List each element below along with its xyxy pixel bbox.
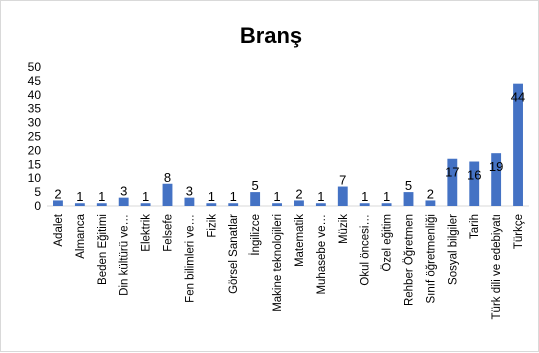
data-label: 7 — [339, 173, 346, 188]
y-tick-label: 5 — [34, 185, 41, 199]
x-tick-label: Fizik — [206, 214, 218, 238]
x-tick-label: Sınıf öğretmenliği — [425, 214, 437, 304]
data-label: 44 — [511, 90, 525, 105]
data-label: 19 — [489, 159, 503, 174]
x-tick-label: Müzik — [338, 214, 350, 244]
y-tick-label: 10 — [28, 171, 42, 185]
bar — [250, 192, 261, 206]
x-tick-label: Adalet — [53, 213, 65, 246]
data-label: 8 — [164, 170, 171, 185]
bar — [140, 203, 151, 206]
bar — [272, 203, 282, 206]
bar — [184, 197, 195, 206]
bar — [513, 83, 523, 206]
x-tick-label: Muhasebe ve… — [316, 214, 328, 295]
y-tick-label: 0 — [34, 199, 41, 213]
x-tick-label: Makine teknolojileri — [272, 214, 284, 312]
data-label: 3 — [186, 184, 193, 199]
bars-group — [53, 83, 523, 206]
x-tick-label: Matematik — [294, 214, 306, 267]
y-tick-label: 25 — [28, 130, 42, 144]
data-label: 1 — [317, 189, 324, 204]
bar — [425, 200, 436, 206]
bar — [162, 183, 173, 206]
bar — [118, 197, 129, 206]
y-tick-label: 45 — [28, 74, 42, 88]
bar — [228, 203, 239, 206]
x-tick-label: Görsel Sanatlar — [228, 214, 240, 294]
x-tick-label: Felsefe — [163, 214, 175, 252]
bar — [315, 203, 326, 206]
x-tick-label: Rehber Öğretmen — [404, 214, 416, 306]
data-label: 2 — [427, 186, 434, 201]
data-label: 2 — [295, 186, 302, 201]
y-tick-label: 35 — [28, 102, 42, 116]
bar — [491, 153, 502, 206]
x-tick-label: Fen bilimleri ve… — [184, 214, 196, 303]
data-label: 2 — [54, 186, 61, 201]
bar — [381, 203, 392, 206]
x-tick-label: İngilizce — [249, 214, 262, 256]
data-label: 17 — [445, 165, 459, 180]
bar — [403, 192, 414, 206]
data-label: 1 — [98, 189, 105, 204]
data-label: 1 — [76, 189, 83, 204]
data-label: 1 — [361, 189, 368, 204]
y-tick-label: 50 — [28, 60, 42, 74]
y-tick-label: 30 — [28, 116, 42, 130]
x-tick-label: Beden Eğitimi — [97, 214, 109, 285]
bar — [337, 186, 348, 206]
y-tick-label: 20 — [28, 143, 42, 157]
bar — [96, 203, 107, 206]
data-label: 3 — [120, 184, 127, 199]
bar — [206, 203, 217, 206]
x-tick-label: Tarih — [469, 214, 481, 239]
data-label: 1 — [383, 189, 390, 204]
data-label: 1 — [142, 189, 149, 204]
bar — [53, 200, 63, 206]
bar — [74, 203, 85, 206]
data-label: 1 — [208, 189, 215, 204]
chart-title: Branş — [240, 23, 302, 48]
x-tick-label: Türkçe — [513, 214, 525, 249]
x-tick-label: Okul öncesi… — [360, 214, 372, 286]
x-axis-labels: Adalet Almanca Beden Eğitimi Din kültürü ve… — [53, 213, 525, 319]
bar — [359, 203, 370, 206]
x-tick-label: Türk dili ve edebiyatı — [491, 214, 503, 319]
data-label: 5 — [405, 178, 412, 193]
y-tick-label: 15 — [28, 157, 42, 171]
bar — [294, 200, 304, 206]
bar — [447, 158, 458, 206]
data-label: 16 — [467, 168, 481, 183]
bar — [469, 161, 480, 206]
x-tick-label: Elektrik — [141, 214, 153, 252]
x-tick-label: Özel eğitim — [382, 214, 394, 272]
data-label: 1 — [273, 189, 280, 204]
data-label: 1 — [230, 189, 237, 204]
data-label: 5 — [252, 178, 259, 193]
y-tick-label: 40 — [28, 88, 42, 102]
x-tick-label: Almanca — [75, 213, 87, 258]
x-tick-label: Sosyal bilgiler — [447, 214, 459, 285]
x-tick-label: Din kültürü ve… — [119, 214, 131, 296]
